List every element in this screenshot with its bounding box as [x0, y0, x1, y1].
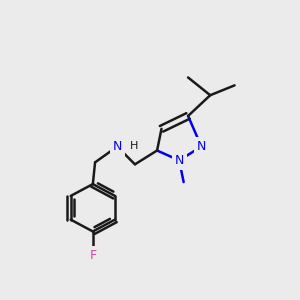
Text: N: N [112, 140, 122, 153]
Text: F: F [89, 249, 96, 262]
Text: N: N [175, 154, 184, 167]
Text: N: N [197, 140, 206, 153]
Text: H: H [129, 141, 138, 151]
